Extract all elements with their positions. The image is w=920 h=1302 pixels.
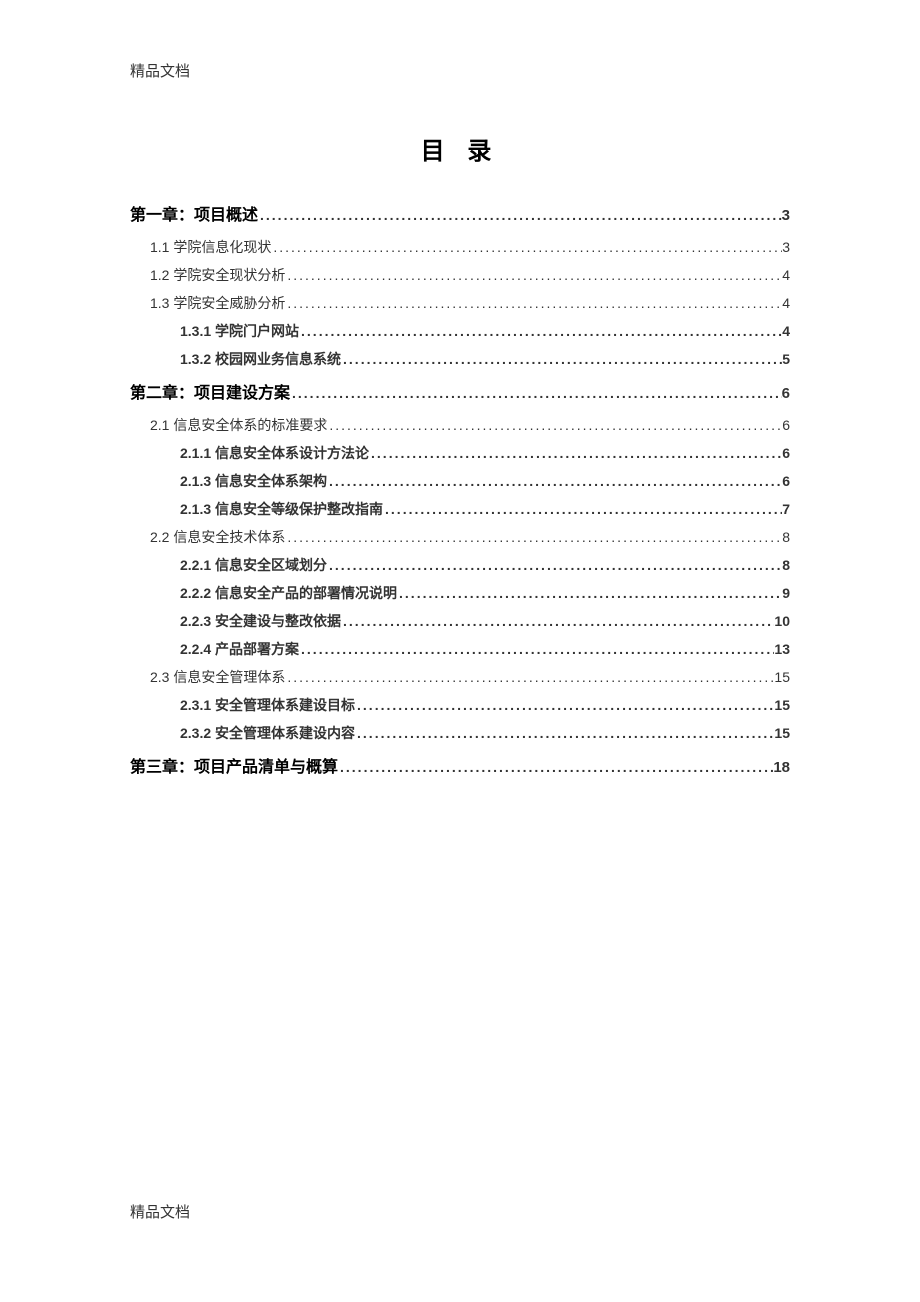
toc-entry-page: 4 [782,295,790,311]
toc-entry-label: 2.2.4 产品部署方案 [130,639,299,659]
toc-dots [341,351,782,367]
toc-dots [369,445,782,461]
toc-dots [327,473,782,489]
toc-entry: 2.1.3 信息安全体系架构 6 [130,471,790,491]
toc-entry-page: 6 [782,417,790,433]
toc-dots [290,385,782,401]
toc-entry-label: 第一章：项目概述 [130,201,258,225]
toc-entry: 2.2.1 信息安全区域划分 8 [130,555,790,575]
toc-entry-page: 9 [782,585,790,601]
toc-entry: 2.1.1 信息安全体系设计方法论 6 [130,443,790,463]
toc-entry: 第一章：项目概述 3 [130,201,790,225]
toc-entry-page: 4 [782,323,790,339]
toc-entry: 2.1.3 信息安全等级保护整改指南 7 [130,499,790,519]
toc-entry-label: 2.2.1 信息安全区域划分 [130,555,327,575]
toc-entry-label: 2.2.3 安全建设与整改依据 [130,611,341,631]
toc-entry: 1.3.2 校园网业务信息系统 5 [130,349,790,369]
toc-entry-label: 2.3 信息安全管理体系 [130,667,285,687]
toc-entry-page: 7 [782,501,790,517]
toc-dots [338,759,773,775]
footer-label: 精品文档 [130,1201,190,1222]
toc-entry-page: 3 [782,239,790,255]
toc-entry-label: 1.3 学院安全威胁分析 [130,293,285,313]
toc-entry-label: 1.3.2 校园网业务信息系统 [130,349,341,369]
toc-dots [258,207,782,223]
toc-entry-page: 15 [774,697,790,713]
toc-entry-page: 15 [774,725,790,741]
toc-dots [299,323,782,339]
toc-entry-label: 2.1.3 信息安全体系架构 [130,471,327,491]
toc-entry-label: 2.3.1 安全管理体系建设目标 [130,695,355,715]
toc-dots [271,239,782,255]
toc-entry: 2.1 信息安全体系的标准要求 6 [130,415,790,435]
toc-entry-label: 第三章：项目产品清单与概算 [130,753,338,777]
toc-entry-label: 2.1.3 信息安全等级保护整改指南 [130,499,383,519]
toc-dots [383,501,782,517]
toc-title: 目 录 [130,131,790,166]
toc-entry-page: 8 [782,557,790,573]
toc-entry-page: 6 [782,385,790,402]
toc-entry-label: 第二章：项目建设方案 [130,379,290,403]
toc-entry-page: 8 [782,529,790,545]
toc-entry-label: 2.1.1 信息安全体系设计方法论 [130,443,369,463]
toc-dots [327,417,782,433]
toc-entry-page: 4 [782,267,790,283]
header-label: 精品文档 [130,60,790,81]
toc-entry: 2.3.2 安全管理体系建设内容 15 [130,723,790,743]
toc-entry-page: 18 [773,759,790,776]
toc-dots [355,697,774,713]
toc-dots [355,725,774,741]
toc-entry-label: 2.3.2 安全管理体系建设内容 [130,723,355,743]
toc-entry-label: 1.1 学院信息化现状 [130,237,271,257]
toc-entry: 第三章：项目产品清单与概算 18 [130,753,790,777]
toc-entry-page: 6 [782,473,790,489]
toc-entry: 2.3.1 安全管理体系建设目标 15 [130,695,790,715]
toc-entry: 2.2.2 信息安全产品的部署情况说明 9 [130,583,790,603]
toc-entry-label: 2.2 信息安全技术体系 [130,527,285,547]
toc-entry: 第二章：项目建设方案 6 [130,379,790,403]
toc-entry: 2.2.3 安全建设与整改依据 10 [130,611,790,631]
toc-entry: 1.2 学院安全现状分析 4 [130,265,790,285]
toc-dots [327,557,782,573]
toc-entry-page: 13 [774,641,790,657]
toc-entry: 2.3 信息安全管理体系 15 [130,667,790,687]
toc-entry-label: 2.2.2 信息安全产品的部署情况说明 [130,583,397,603]
toc-entry-label: 1.2 学院安全现状分析 [130,265,285,285]
toc-entry-label: 2.1 信息安全体系的标准要求 [130,415,327,435]
toc-dots [341,613,774,629]
toc-dots [285,529,782,545]
toc-entry-page: 3 [782,207,790,224]
toc-dots [397,585,782,601]
toc-entry-label: 1.3.1 学院门户网站 [130,321,299,341]
toc-entry-page: 5 [782,351,790,367]
toc-dots [299,641,774,657]
toc-entry-page: 10 [774,613,790,629]
toc-dots [285,267,782,283]
toc-container: 第一章：项目概述31.1 学院信息化现状31.2 学院安全现状分析41.3 学院… [130,201,790,777]
document-page: 精品文档 目 录 第一章：项目概述 3 1.1 学院信息化现状 3 1.2 学院安全现状… [0,0,920,777]
toc-entry: 2.2 信息安全技术体系 8 [130,527,790,547]
toc-entry: 1.3 学院安全威胁分析 4 [130,293,790,313]
toc-dots [285,295,782,311]
toc-entry-page: 6 [782,445,790,461]
toc-entry: 1.3.1 学院门户网站 4 [130,321,790,341]
toc-entry-page: 15 [774,669,790,685]
toc-dots [285,669,774,685]
toc-entry: 1.1 学院信息化现状 3 [130,237,790,257]
toc-entry: 2.2.4 产品部署方案 13 [130,639,790,659]
